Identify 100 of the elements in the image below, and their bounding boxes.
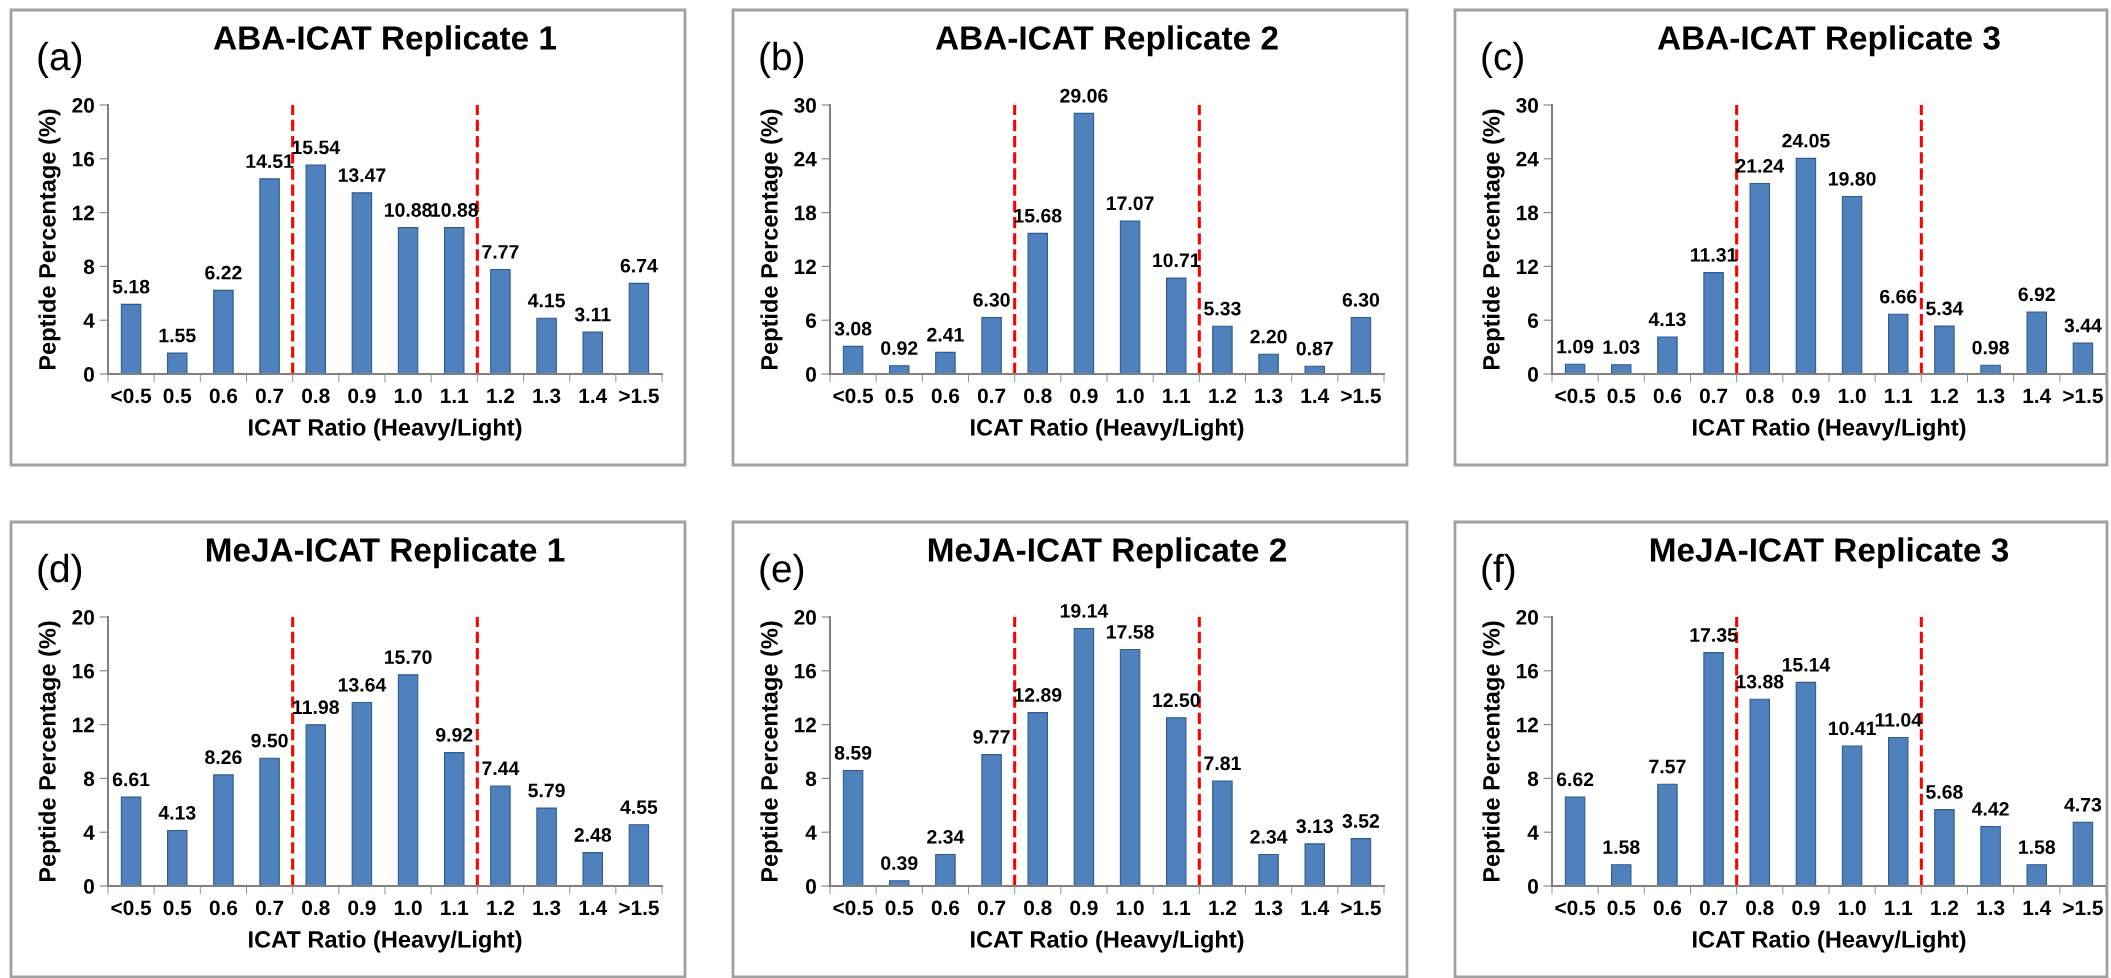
data-label: 3.08: [834, 321, 872, 336]
data-label: 4.55: [620, 800, 658, 815]
x-tick-label: 0.8: [1746, 388, 1774, 404]
data-label: 5.18: [112, 279, 150, 294]
y-tick-label: 20: [72, 610, 94, 625]
data-label: 0.92: [881, 341, 918, 355]
y-tick-label: 0: [84, 879, 94, 894]
x-tick-label: 0.6: [931, 388, 960, 404]
y-tick-label: 8: [1527, 771, 1539, 787]
y-tick-label: 12: [1516, 717, 1538, 733]
bar: [490, 785, 511, 886]
bar: [1703, 652, 1724, 886]
data-label: 2.48: [574, 828, 612, 842]
bar: [1073, 628, 1095, 886]
data-label: 7.44: [482, 761, 520, 775]
data-label: 6.92: [2018, 287, 2055, 302]
x-tick-label: 1.1: [1885, 900, 1913, 915]
bar: [1564, 796, 1586, 886]
bar: [1027, 712, 1048, 886]
chart-title: ABA-ICAT Replicate 2: [935, 25, 1278, 57]
y-tick-label: 6: [805, 313, 817, 328]
bar: [1212, 780, 1233, 886]
x-axis-title: ICAT Ratio (Heavy/Light): [971, 930, 1244, 953]
bar: [1934, 325, 1955, 374]
data-label: 4.13: [158, 805, 196, 820]
y-axis-title: Peptide Percentage (%): [760, 109, 783, 370]
y-tick-label: 12: [794, 259, 816, 274]
x-axis-title: ICAT Ratio (Heavy/Light): [249, 930, 522, 953]
text: (b): [760, 41, 804, 79]
x-tick-label: 1.4: [579, 388, 608, 403]
x-tick-label: 0.7: [255, 900, 284, 916]
data-label: 17.58: [1106, 624, 1154, 639]
bar: [2026, 311, 2047, 374]
bar: [582, 852, 603, 886]
x-tick-label: <0.5: [1555, 388, 1596, 404]
data-label: 19.14: [1060, 604, 1109, 618]
data-label: 13.88: [1736, 674, 1784, 689]
data-label: 13.64: [338, 677, 387, 692]
x-tick-label: 1.0: [1838, 900, 1866, 916]
x-tick-label: 0.7: [255, 388, 284, 404]
x-tick-label: 0.5: [1607, 388, 1636, 404]
y-tick-label: 12: [794, 717, 816, 733]
bar: [842, 769, 864, 886]
x-tick-label: 0.6: [931, 900, 960, 916]
data-label: 6.66: [1880, 289, 1917, 304]
bar: [1795, 157, 1817, 374]
x-tick-label: 0.8: [302, 388, 330, 404]
bar: [120, 796, 142, 886]
data-label: 1.03: [1603, 340, 1640, 354]
x-tick-label: <0.5: [833, 900, 874, 916]
data-label: 21.24: [1736, 158, 1784, 173]
y-tick-label: 0: [806, 879, 816, 894]
y-tick-label: 30: [1516, 98, 1538, 113]
y-tick-label: 16: [72, 663, 95, 679]
x-tick-label: <0.5: [1555, 900, 1596, 916]
data-label: 10.41: [1828, 721, 1876, 736]
data-label: 1.09: [1557, 339, 1594, 354]
bar: [1165, 717, 1187, 886]
data-label: 10.88: [431, 203, 478, 217]
bar: [443, 227, 465, 374]
bar: [1749, 182, 1770, 374]
x-tick-label: 0.7: [977, 388, 1006, 404]
text: (f): [1482, 553, 1515, 591]
text: (e): [760, 553, 804, 591]
bar: [888, 365, 910, 374]
x-tick-label: 1.0: [394, 388, 422, 404]
data-label: 10.71: [1153, 253, 1201, 268]
x-tick-label: 0.6: [209, 900, 238, 916]
data-label: 3.52: [1342, 814, 1380, 828]
data-label: 2.41: [927, 327, 964, 342]
bar: [1887, 736, 1909, 886]
text: (a): [38, 41, 82, 79]
x-tick-label: 0.7: [1699, 388, 1728, 404]
bar: [490, 268, 511, 374]
data-label: 1.58: [2019, 840, 2056, 854]
x-tick-label: >1.5: [2063, 900, 2103, 916]
bar: [1073, 112, 1095, 374]
x-axis-title: ICAT Ratio (Heavy/Light): [249, 418, 522, 441]
x-tick-label: >1.5: [1341, 900, 1381, 916]
y-tick-label: 20: [1516, 610, 1538, 625]
y-tick-label: 0: [84, 367, 94, 382]
x-axis-title: ICAT Ratio (Heavy/Light): [1693, 418, 1966, 441]
x-tick-label: 1.3: [1977, 388, 2005, 404]
x-tick-label: 1.3: [1977, 900, 2005, 916]
y-tick-label: 12: [1516, 259, 1538, 274]
x-tick-label: 0.8: [1746, 900, 1774, 916]
y-tick-label: 24: [1516, 151, 1539, 167]
bar: [1980, 825, 2001, 886]
text: (c): [1482, 41, 1523, 79]
bar: [166, 829, 188, 886]
bar: [1212, 325, 1233, 374]
bar: [259, 178, 280, 374]
data-label: 4.42: [1971, 801, 2009, 816]
data-label: 8.59: [834, 745, 872, 760]
y-axis-title: Peptide Percentage (%): [38, 621, 61, 882]
y-tick-label: 16: [794, 663, 817, 679]
data-label: 3.11: [574, 307, 611, 322]
data-label: 8.26: [205, 750, 242, 765]
data-label: 6.30: [973, 292, 1010, 307]
data-label: 5.34: [1926, 301, 1964, 316]
